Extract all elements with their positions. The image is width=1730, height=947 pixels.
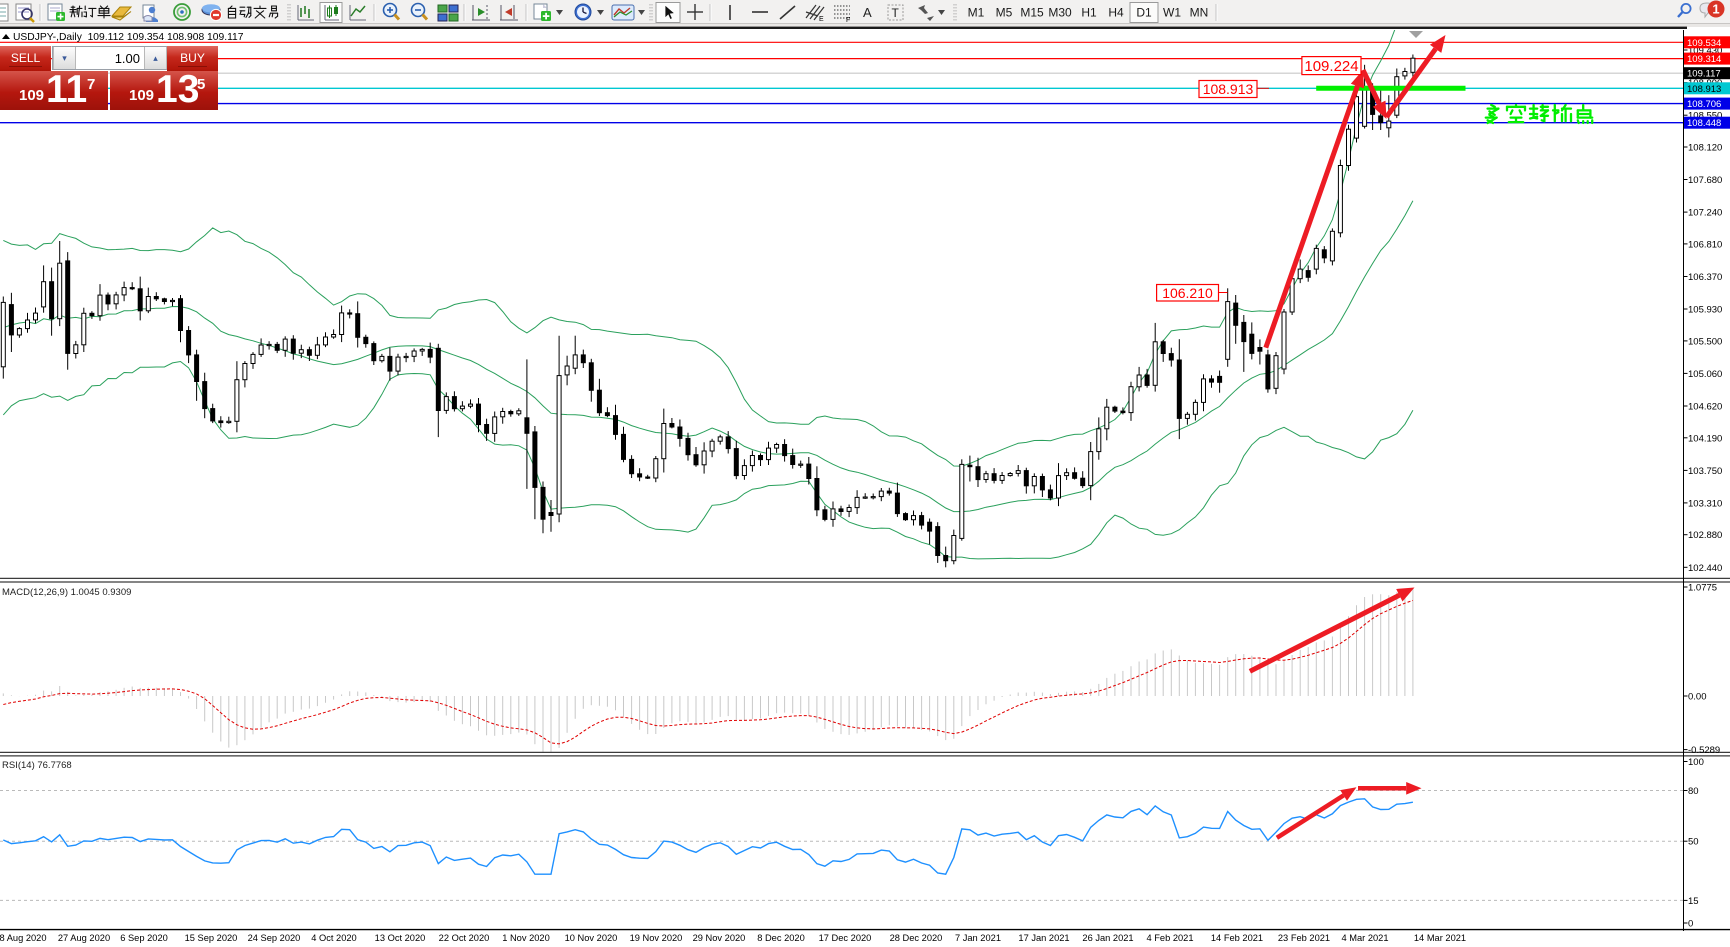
svg-text:1.0775: 1.0775 xyxy=(1688,583,1717,594)
svg-text:108.913: 108.913 xyxy=(1687,84,1721,95)
svg-text:14 Feb 2021: 14 Feb 2021 xyxy=(1211,933,1263,943)
svg-text:26 Jan 2021: 26 Jan 2021 xyxy=(1082,933,1133,943)
svg-text:104.190: 104.190 xyxy=(1688,433,1722,444)
svg-text:80: 80 xyxy=(1688,786,1699,797)
svg-text:108.550: 108.550 xyxy=(1688,111,1722,122)
svg-text:109.224: 109.224 xyxy=(1304,58,1358,75)
svg-text:15: 15 xyxy=(1688,896,1699,907)
svg-text:107.680: 107.680 xyxy=(1688,175,1722,186)
svg-text:22 Oct 2020: 22 Oct 2020 xyxy=(439,933,490,943)
svg-text:-0.5289: -0.5289 xyxy=(1688,745,1720,756)
svg-text:4 Mar 2021: 4 Mar 2021 xyxy=(1341,933,1388,943)
svg-text:102.880: 102.880 xyxy=(1688,530,1722,541)
svg-text:108.913: 108.913 xyxy=(1203,81,1254,97)
svg-text:14 Mar 2021: 14 Mar 2021 xyxy=(1414,933,1466,943)
svg-text:8 Aug 2020: 8 Aug 2020 xyxy=(0,933,47,943)
svg-text:D1: D1 xyxy=(1136,6,1152,20)
svg-text:109.430: 109.430 xyxy=(1688,46,1722,57)
svg-text:17 Dec 2020: 17 Dec 2020 xyxy=(819,933,872,943)
svg-text:106.210: 106.210 xyxy=(1162,285,1213,301)
svg-text:7 Jan 2021: 7 Jan 2021 xyxy=(955,933,1001,943)
svg-text:8 Dec 2020: 8 Dec 2020 xyxy=(757,933,805,943)
svg-text:50: 50 xyxy=(1688,837,1699,848)
svg-text:E: E xyxy=(819,16,824,23)
svg-text:USDJPY-,Daily 109.112 109.354: USDJPY-,Daily 109.112 109.354 108.908 10… xyxy=(13,32,244,43)
svg-text:109.117: 109.117 xyxy=(1687,69,1721,80)
svg-text:109.314: 109.314 xyxy=(1687,54,1721,65)
svg-text:MN: MN xyxy=(1190,6,1209,20)
svg-text:15 Sep 2020: 15 Sep 2020 xyxy=(185,933,238,943)
svg-text:105.500: 105.500 xyxy=(1688,336,1722,347)
svg-text:13 Oct 2020: 13 Oct 2020 xyxy=(375,933,426,943)
svg-text:1: 1 xyxy=(1712,2,1719,17)
svg-text:M1: M1 xyxy=(968,6,985,20)
svg-text:4 Feb 2021: 4 Feb 2021 xyxy=(1146,933,1193,943)
svg-text:10 Nov 2020: 10 Nov 2020 xyxy=(565,933,618,943)
svg-text:M15: M15 xyxy=(1020,6,1044,20)
svg-text:T: T xyxy=(892,6,900,20)
svg-text:H4: H4 xyxy=(1108,6,1124,20)
svg-text:108.448: 108.448 xyxy=(1687,118,1721,129)
svg-text:W1: W1 xyxy=(1163,6,1181,20)
svg-text:106.370: 106.370 xyxy=(1688,272,1722,283)
svg-text:17 Jan 2021: 17 Jan 2021 xyxy=(1018,933,1069,943)
svg-text:103.310: 103.310 xyxy=(1688,498,1722,509)
svg-text:M5: M5 xyxy=(996,6,1013,20)
svg-text:19 Nov 2020: 19 Nov 2020 xyxy=(630,933,683,943)
svg-text:24 Sep 2020: 24 Sep 2020 xyxy=(248,933,301,943)
svg-text:6 Sep 2020: 6 Sep 2020 xyxy=(120,933,168,943)
svg-text:1 Nov 2020: 1 Nov 2020 xyxy=(502,933,550,943)
svg-text:102.440: 102.440 xyxy=(1688,563,1722,574)
svg-text:103.750: 103.750 xyxy=(1688,466,1722,477)
svg-text:28 Dec 2020: 28 Dec 2020 xyxy=(890,933,943,943)
svg-text:F: F xyxy=(846,17,850,24)
svg-text:105.930: 105.930 xyxy=(1688,305,1722,316)
svg-text:108.706: 108.706 xyxy=(1687,99,1721,110)
svg-text:H1: H1 xyxy=(1081,6,1097,20)
svg-text:106.810: 106.810 xyxy=(1688,239,1722,250)
svg-text:M30: M30 xyxy=(1048,6,1072,20)
svg-text:0: 0 xyxy=(1688,919,1693,930)
svg-text:107.240: 107.240 xyxy=(1688,208,1722,219)
svg-text:4 Oct 2020: 4 Oct 2020 xyxy=(311,933,356,943)
svg-text:0.00: 0.00 xyxy=(1688,692,1707,703)
svg-text:104.620: 104.620 xyxy=(1688,402,1722,413)
svg-text:100: 100 xyxy=(1688,757,1704,768)
svg-text:105.060: 105.060 xyxy=(1688,369,1722,380)
svg-text:27 Aug 2020: 27 Aug 2020 xyxy=(58,933,110,943)
svg-text:23 Feb 2021: 23 Feb 2021 xyxy=(1278,933,1330,943)
svg-text:A: A xyxy=(863,5,872,20)
svg-text:RSI(14) 76.7768: RSI(14) 76.7768 xyxy=(2,760,72,771)
svg-text:108.120: 108.120 xyxy=(1688,143,1722,154)
svg-text:29 Nov 2020: 29 Nov 2020 xyxy=(693,933,746,943)
svg-text:109.534: 109.534 xyxy=(1687,38,1721,49)
svg-text:MACD(12,26,9) 1.0045 0.9309: MACD(12,26,9) 1.0045 0.9309 xyxy=(2,587,131,598)
